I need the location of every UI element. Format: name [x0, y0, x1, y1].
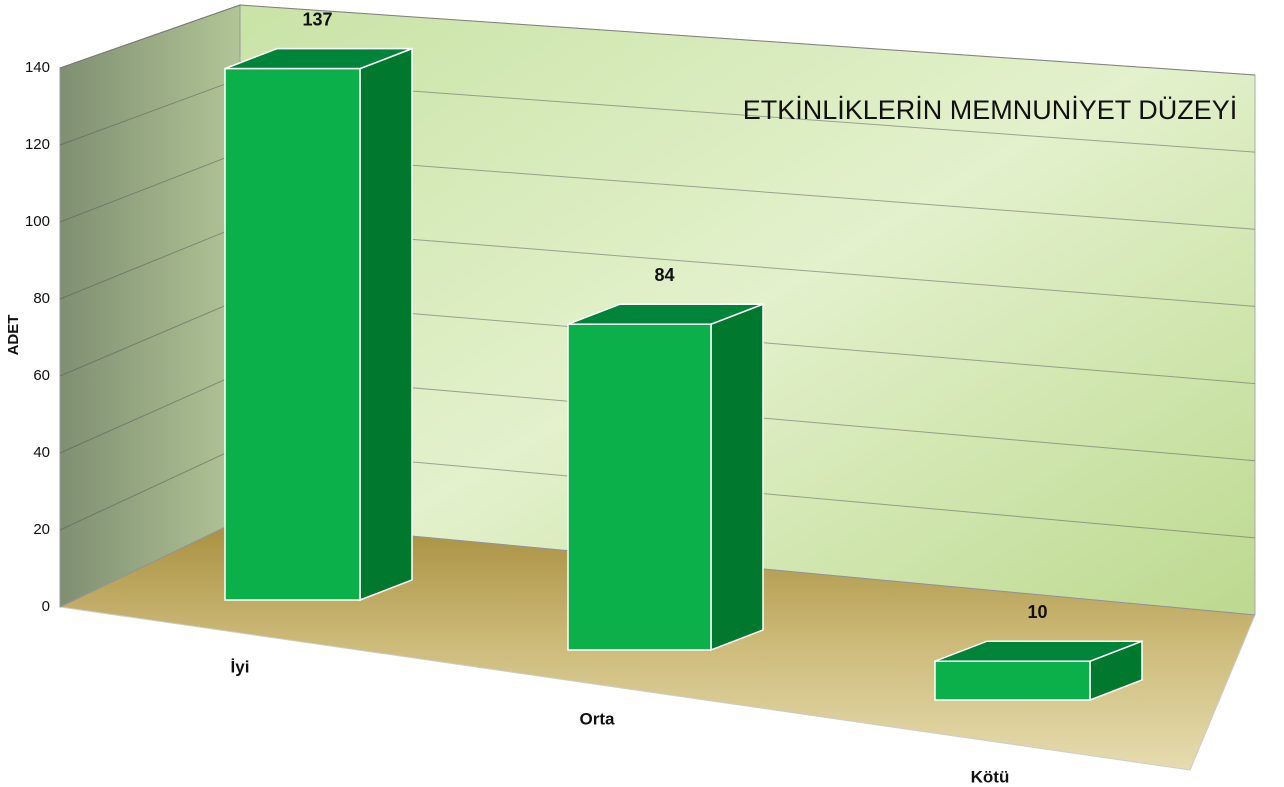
- grid-line: [59, 4, 1256, 76]
- y-axis-label: ADET: [5, 315, 22, 356]
- bar-side: [710, 303, 764, 652]
- chart-title: ETKİNLİKLERİN MEMNUNİYET DÜZEYİ: [743, 94, 1238, 125]
- bar: [567, 323, 712, 651]
- y-tick-label: 120: [25, 136, 50, 153]
- x-tick-label: İyi: [231, 657, 250, 676]
- bar: [224, 67, 361, 601]
- y-tick-label: 140: [25, 59, 50, 76]
- y-tick-label: 0: [42, 598, 50, 615]
- x-tick-label: Kötü: [971, 767, 1010, 786]
- y-tick-label: 80: [33, 290, 50, 307]
- side-wall: [59, 4, 241, 608]
- y-tick-label: 60: [33, 367, 50, 384]
- y-tick-label: 40: [33, 444, 50, 461]
- y-tick-label: 20: [33, 521, 50, 538]
- x-tick-label: Orta: [580, 709, 616, 728]
- bar-side: [359, 47, 413, 602]
- value-label: 137: [302, 9, 332, 29]
- value-label: 10: [1027, 602, 1047, 622]
- bar: [934, 660, 1091, 701]
- y-tick-label: 100: [25, 213, 50, 230]
- value-label: 84: [654, 265, 674, 285]
